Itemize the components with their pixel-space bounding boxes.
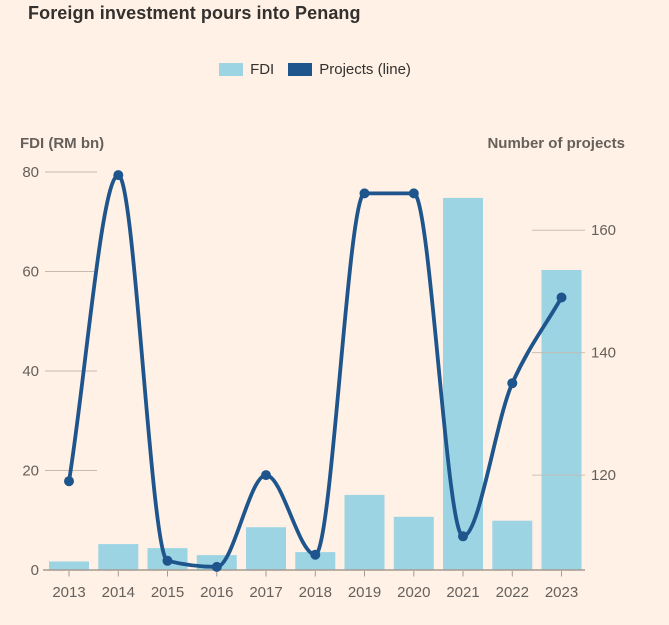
- right-axis-tick-label: 140: [591, 345, 616, 362]
- fdi-bars: [49, 197, 582, 570]
- left-axis-tick-label: 80: [22, 164, 39, 181]
- right-axis-tick-label: 120: [591, 467, 616, 484]
- fdi-bar-2020: [393, 516, 434, 570]
- left-axis-title: FDI (RM bn): [20, 135, 105, 152]
- projects-point-2020: [408, 188, 419, 199]
- projects-point-2016: [211, 561, 222, 572]
- legend: FDI Projects (line): [45, 61, 585, 78]
- projects-point-2018: [310, 549, 321, 560]
- gridlines: [45, 171, 585, 476]
- left-axis-tick-label: 20: [22, 463, 39, 480]
- projects-line: [67, 173, 564, 569]
- fdi-bar-2021: [443, 197, 483, 570]
- x-tick-label-2018: 2018: [299, 584, 332, 601]
- x-tick-label-2017: 2017: [249, 584, 282, 601]
- x-tick-label-2019: 2019: [348, 584, 381, 601]
- projects-point-2015: [162, 555, 173, 566]
- x-tick-label-2023: 2023: [545, 584, 578, 601]
- x-tick-label-2013: 2013: [52, 584, 85, 601]
- x-tick-label-2015: 2015: [151, 584, 184, 601]
- left-axis-tick-label: 0: [31, 562, 39, 579]
- x-tick-label-2021: 2021: [446, 584, 479, 601]
- projects-point-2017: [261, 470, 271, 481]
- projects-point-2022: [507, 378, 518, 389]
- legend-swatch-fdi: [219, 63, 244, 76]
- x-axis: 2013 2014 2015 2016 2017 2018 2019 2020 2021 2022…: [43, 569, 585, 601]
- fdi-bar-2023: [541, 270, 582, 570]
- fdi-bar-2013: [49, 561, 89, 570]
- x-tick-label-2014: 2014: [102, 584, 135, 601]
- projects-point-2019: [359, 188, 370, 199]
- legend-label-projects: Projects (line): [319, 61, 411, 78]
- fdi-bar-2017: [246, 527, 286, 570]
- axis-tick-labels: 0 20 40 60 80 120 140 160: [22, 164, 616, 579]
- right-axis-title: Number of projects: [487, 135, 625, 152]
- projects-line-series: [64, 170, 567, 572]
- projects-point-2014: [113, 170, 124, 181]
- fdi-bar-2022: [492, 520, 533, 570]
- fdi-bar-2014: [98, 544, 139, 570]
- legend-swatch-projects: [288, 63, 313, 76]
- projects-point-2021: [458, 531, 468, 542]
- projects-point-2013: [64, 476, 74, 487]
- fdi-bar-2018: [295, 552, 336, 570]
- projects-point-2023: [556, 292, 567, 303]
- right-axis-tick-label: 160: [591, 222, 616, 239]
- fdi-bar-2019: [344, 494, 385, 570]
- left-axis-tick-label: 40: [22, 363, 39, 380]
- chart-title: Foreign investment pours into Penang: [28, 3, 361, 23]
- legend-label-fdi: FDI: [250, 61, 275, 78]
- x-tick-label-2016: 2016: [200, 584, 233, 601]
- x-tick-label-2022: 2022: [496, 584, 529, 601]
- x-tick-label-2020: 2020: [397, 584, 430, 601]
- left-axis-tick-label: 60: [22, 264, 39, 281]
